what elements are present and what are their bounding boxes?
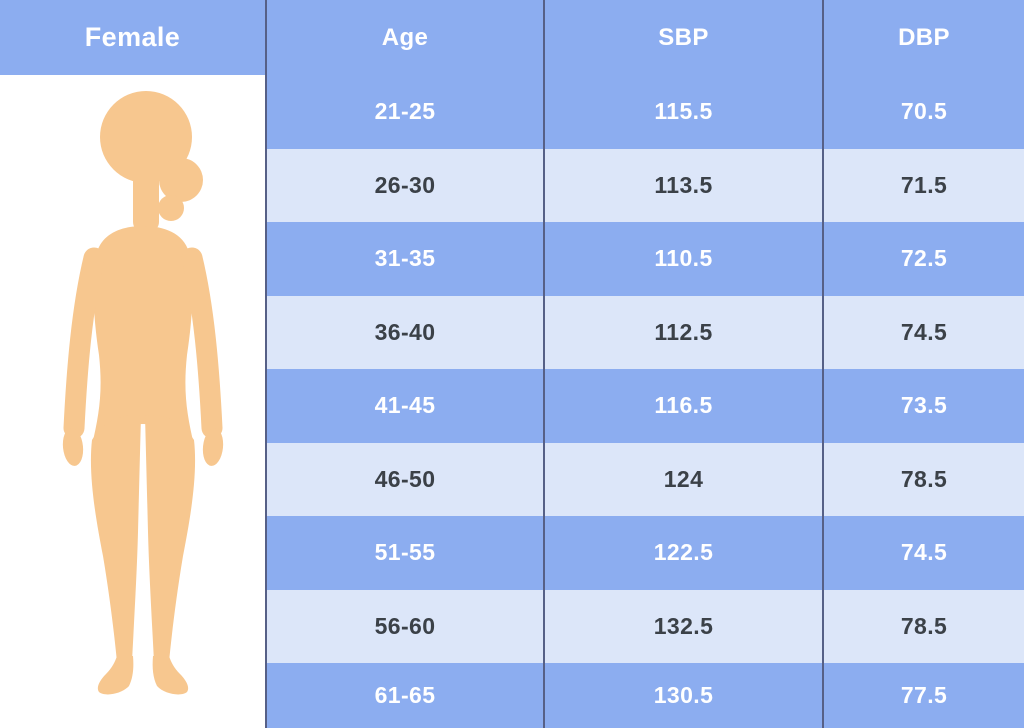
- age-cell: 56-60: [374, 612, 436, 639]
- dbp-cell: 73.5: [822, 369, 1024, 443]
- dbp-cell: 74.5: [822, 516, 1024, 590]
- sbp-cell: 110.5: [543, 222, 822, 296]
- age-cell: 41-45: [374, 392, 436, 419]
- age-cell: 26-30: [374, 171, 436, 198]
- dbp-cell: 71.5: [822, 148, 1024, 222]
- dbp-cell: 74.5: [822, 295, 1024, 369]
- table-row: 21-25 115.5 70.5: [267, 75, 1024, 149]
- table-row: 46-50 124 78.5: [267, 442, 1024, 516]
- age-cell: 21-25: [374, 98, 436, 125]
- table-row: 41-45 116.5 73.5: [267, 369, 1024, 443]
- female-panel: Female: [0, 0, 267, 728]
- age-cell: 36-40: [374, 318, 436, 345]
- age-cell: 61-65: [374, 682, 436, 708]
- table-row: 51-55 122.5 74.5: [267, 516, 1024, 590]
- dbp-cell: 77.5: [822, 663, 1024, 728]
- table-row: 61-65 130.5 77.5: [267, 663, 1024, 728]
- panel-title: Female: [0, 0, 265, 75]
- table-row: 31-35 110.5 72.5: [267, 222, 1024, 296]
- age-cell: 51-55: [374, 539, 436, 566]
- blood-pressure-table: Age SBP DBP 21-25 115.5 70.5 26-30 113.5…: [267, 0, 1024, 728]
- table-row: 36-40 112.5 74.5: [267, 295, 1024, 369]
- table-header-row: Age SBP DBP: [267, 0, 1024, 75]
- sbp-cell: 116.5: [543, 369, 822, 443]
- dbp-cell: 70.5: [822, 75, 1024, 149]
- sbp-cell: 113.5: [543, 148, 822, 222]
- dbp-cell: 78.5: [822, 589, 1024, 663]
- table-row: 26-30 113.5 71.5: [267, 148, 1024, 222]
- sbp-cell: 122.5: [543, 516, 822, 590]
- sbp-cell: 130.5: [543, 663, 822, 728]
- column-header-sbp: SBP: [543, 0, 822, 75]
- column-header-age: Age: [381, 23, 429, 51]
- sbp-cell: 124: [543, 442, 822, 516]
- sbp-cell: 132.5: [543, 589, 822, 663]
- age-cell: 46-50: [374, 465, 436, 492]
- sbp-cell: 115.5: [543, 75, 822, 149]
- table-row: 56-60 132.5 78.5: [267, 589, 1024, 663]
- body-illustration-area: [0, 75, 265, 728]
- sbp-cell: 112.5: [543, 295, 822, 369]
- column-header-dbp: DBP: [822, 0, 1024, 75]
- age-cell: 31-35: [374, 245, 436, 272]
- dbp-cell: 78.5: [822, 442, 1024, 516]
- female-body-silhouette-icon: [62, 91, 224, 695]
- dbp-cell: 72.5: [822, 222, 1024, 296]
